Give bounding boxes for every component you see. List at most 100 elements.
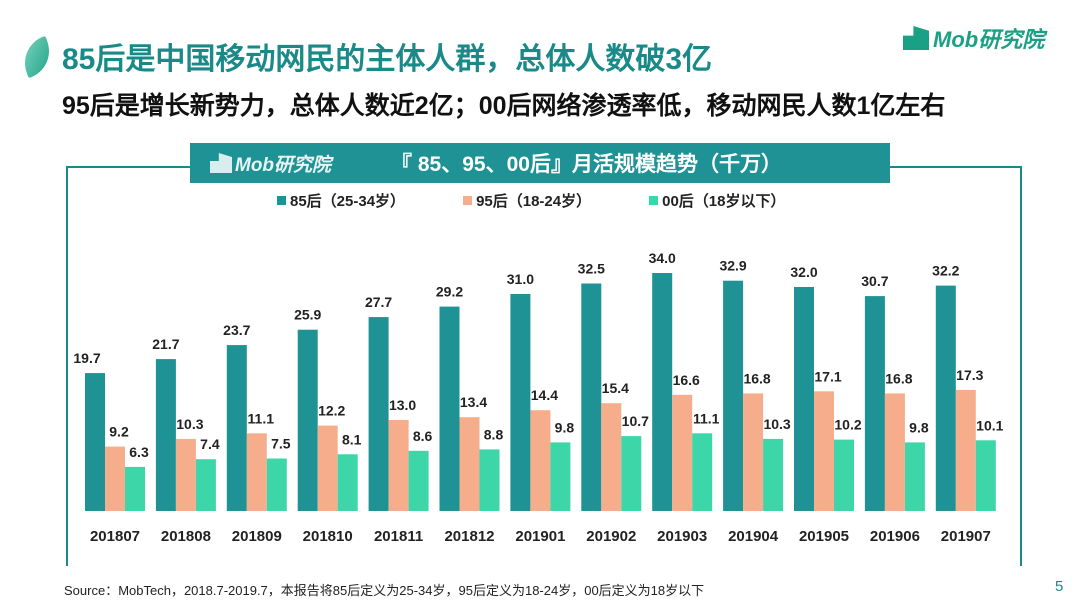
bar (935, 285, 956, 511)
x-tick-label: 201812 (444, 528, 494, 545)
logo-text: Mob研究院 (933, 27, 1045, 52)
page-number: 5 (1055, 578, 1064, 595)
data-label: 9.8 (555, 419, 575, 435)
data-label: 10.1 (976, 417, 1003, 433)
bar (530, 410, 551, 511)
bar (794, 287, 814, 511)
data-label: 11.1 (248, 410, 275, 426)
x-tick-label: 201904 (728, 528, 779, 545)
data-label: 9.2 (109, 424, 129, 440)
data-label: 13.4 (460, 394, 487, 410)
data-label: 32.5 (578, 261, 605, 277)
bar (266, 458, 287, 511)
x-tick-label: 201905 (799, 528, 849, 545)
bar (723, 280, 744, 511)
x-tick-label: 201811 (374, 528, 423, 545)
data-label: 10.7 (622, 413, 649, 429)
data-label: 31.0 (507, 271, 534, 287)
bar (439, 306, 460, 511)
data-label: 34.0 (649, 250, 676, 266)
x-tick-label: 201810 (303, 528, 353, 545)
bar (975, 440, 996, 511)
legend-label: 85后（25-34岁） (290, 193, 406, 210)
data-label: 10.3 (176, 416, 203, 432)
x-tick-label: 201902 (586, 528, 636, 545)
data-label: 7.4 (200, 436, 220, 452)
legend-swatch (649, 196, 659, 205)
bar (479, 449, 500, 511)
x-tick-label: 201901 (515, 528, 565, 545)
data-label: 17.1 (814, 368, 841, 384)
bar (550, 442, 571, 511)
bar (955, 389, 976, 511)
banner-logo-text: Mob研究院 (235, 154, 332, 176)
x-tick-label: 201903 (657, 528, 707, 545)
bar (692, 433, 713, 511)
bar (337, 454, 358, 511)
data-label: 23.7 (223, 322, 250, 338)
page-subtitle: 95后是增长新势力，总体人数近2亿；00后网络渗透率低，移动网民人数1亿左右 (62, 92, 946, 120)
data-label: 32.9 (719, 258, 746, 274)
bar (408, 450, 429, 511)
page-title: 85后是中国移动网民的主体人群，总体人数破3亿 (62, 43, 713, 76)
x-tick-label: 201809 (232, 528, 282, 545)
x-tick-label: 201807 (90, 528, 140, 545)
bar (155, 359, 176, 511)
bar (368, 317, 389, 511)
legend-item-85: 85后（25-34岁） (277, 190, 405, 211)
legend-label: 95后（18-24岁） (476, 193, 592, 210)
data-label: 16.6 (673, 372, 700, 388)
x-tick-label: 201808 (161, 528, 211, 545)
data-label: 8.8 (484, 426, 504, 442)
data-label: 14.4 (531, 387, 558, 403)
data-label: 10.2 (834, 417, 861, 433)
bar (510, 294, 531, 511)
mob-logo: Mob研究院 (903, 22, 1044, 54)
x-tick-label: 201907 (941, 528, 991, 545)
bar (297, 329, 318, 511)
bar (388, 420, 409, 511)
data-label: 12.2 (318, 403, 345, 419)
bar (226, 345, 247, 511)
data-label: 25.9 (294, 307, 321, 323)
legend-swatch (277, 196, 286, 205)
bar (864, 296, 885, 511)
bar (105, 446, 125, 511)
bar (621, 436, 642, 511)
legend-item-95: 95后（18-24岁） (463, 190, 591, 211)
data-label: 19.7 (73, 350, 100, 366)
data-label: 30.7 (861, 273, 888, 289)
bar (317, 425, 338, 511)
bar (601, 403, 622, 511)
source-note: Source：MobTech，2018.7-2019.7，本报告将85后定义为2… (64, 583, 705, 598)
data-label: 16.8 (743, 370, 770, 386)
bar (195, 459, 216, 511)
legend-item-00: 00后（18岁以下） (649, 190, 786, 211)
bar (85, 373, 105, 511)
data-label: 17.3 (956, 367, 983, 383)
data-label: 15.4 (602, 380, 629, 396)
data-label: 6.3 (129, 444, 149, 460)
chart-banner: Mob研究院 『 85、95、00后』月活规模趋势（千万） (190, 143, 890, 183)
data-label: 21.7 (152, 336, 179, 352)
data-label: 8.6 (413, 428, 433, 444)
legend-swatch (463, 196, 473, 205)
chart-title: 『 85、95、00后』月活规模趋势（千万） (391, 153, 782, 176)
bar (581, 283, 602, 511)
bar (884, 393, 905, 511)
bar (763, 438, 784, 511)
data-label: 27.7 (365, 294, 392, 310)
banner-logo: Mob研究院 (210, 150, 331, 177)
data-label: 11.1 (693, 410, 720, 426)
data-label: 10.3 (763, 416, 790, 432)
bar (672, 394, 693, 511)
data-label: 7.5 (271, 436, 291, 452)
bar (743, 393, 764, 511)
data-label: 32.2 (932, 263, 959, 279)
bar (834, 439, 854, 511)
bar (459, 417, 480, 511)
legend-label: 00后（18岁以下） (662, 193, 786, 210)
x-tick-label: 201906 (870, 528, 920, 545)
data-label: 32.0 (790, 264, 817, 280)
